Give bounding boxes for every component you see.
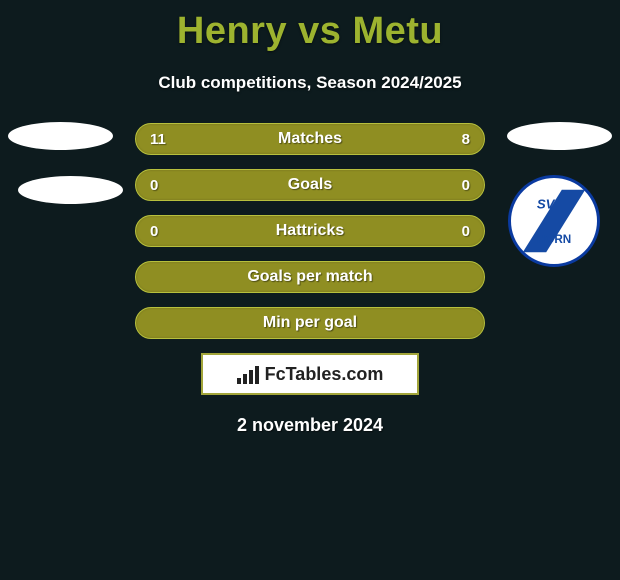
stat-label: Min per goal <box>136 314 484 332</box>
stat-right-value: 8 <box>450 131 470 148</box>
club-badge-right: SV HORN <box>508 175 600 267</box>
stat-label: Goals per match <box>136 268 484 286</box>
stat-label: Matches <box>136 130 484 148</box>
stat-label: Hattricks <box>136 222 484 240</box>
page-subtitle: Club competitions, Season 2024/2025 <box>0 73 620 93</box>
stat-row-goals-per-match: Goals per match <box>135 261 485 293</box>
stat-left-value: 0 <box>150 177 170 194</box>
svg-text:HORN: HORN <box>537 233 571 246</box>
stat-row-matches: 11 Matches 8 <box>135 123 485 155</box>
stat-label: Goals <box>136 176 484 194</box>
player-right-placeholder-1 <box>507 122 612 150</box>
stat-row-goals: 0 Goals 0 <box>135 169 485 201</box>
player-left-placeholder-2 <box>18 176 123 204</box>
stat-left-value: 0 <box>150 223 170 240</box>
stat-right-value: 0 <box>450 223 470 240</box>
source-brand-banner: FcTables.com <box>201 353 419 395</box>
snapshot-date: 2 november 2024 <box>0 415 620 436</box>
stat-left-value: 11 <box>150 131 170 148</box>
page-title: Henry vs Metu <box>0 0 620 53</box>
brand-label: FcTables.com <box>265 364 384 385</box>
stat-row-hattricks: 0 Hattricks 0 <box>135 215 485 247</box>
sv-horn-badge-icon: SV HORN <box>515 182 593 260</box>
bar-chart-icon <box>237 364 259 384</box>
stat-right-value: 0 <box>450 177 470 194</box>
player-left-placeholder-1 <box>8 122 113 150</box>
stat-row-min-per-goal: Min per goal <box>135 307 485 339</box>
svg-text:SV: SV <box>537 197 556 212</box>
